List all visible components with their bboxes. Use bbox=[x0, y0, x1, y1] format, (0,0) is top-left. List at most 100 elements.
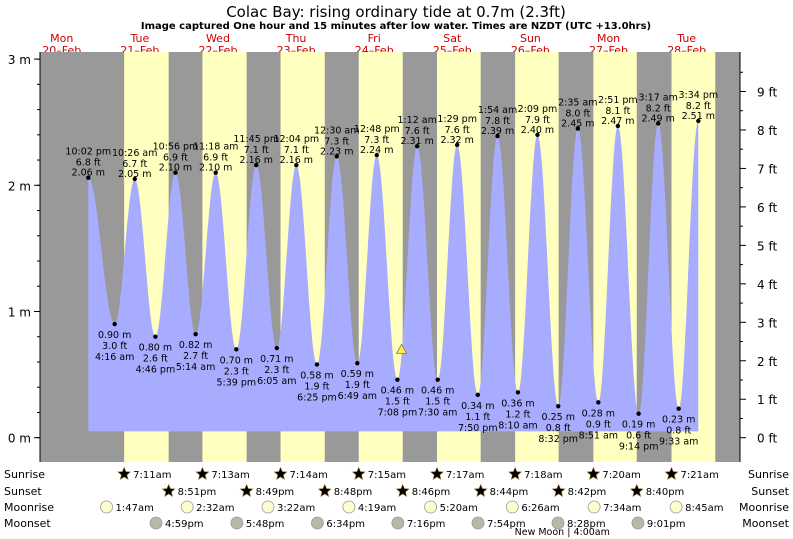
sunset-icon bbox=[473, 483, 488, 497]
moonset-icon bbox=[391, 516, 405, 530]
high-tide-dot bbox=[696, 118, 701, 124]
high-tide-metres: 2.47 m bbox=[601, 116, 634, 127]
moonrise-time: 8:45am bbox=[685, 503, 723, 514]
tide-markers: 10:02 pm6.8 ft2.06 m 0.90 m3.0 ft4:16 am 1… bbox=[65, 90, 718, 453]
sunrise-time: 7:14am bbox=[290, 470, 328, 481]
low-tide-feet: 1.5 ft bbox=[425, 397, 450, 408]
sunset-icon bbox=[395, 483, 410, 497]
high-tide-metres: 2.23 m bbox=[320, 146, 353, 157]
low-tide-feet: 1.2 ft bbox=[505, 409, 530, 420]
low-tide-time: 6:25 pm bbox=[297, 393, 337, 404]
moonrise-time: 4:19am bbox=[358, 503, 396, 514]
high-tide-feet: 7.9 ft bbox=[525, 115, 550, 126]
left-tick-label: 3 m bbox=[8, 53, 31, 67]
high-tide-feet: 7.3 ft bbox=[324, 136, 349, 147]
new-moon-label: New Moon | 4:00am bbox=[515, 527, 610, 538]
high-tide-feet: 7.6 ft bbox=[405, 126, 430, 137]
high-tide-time: 10:26 am bbox=[112, 148, 157, 159]
day-name-label: Tue bbox=[676, 32, 696, 45]
sunrise-icon bbox=[664, 466, 679, 480]
sunrise-icon bbox=[195, 466, 210, 480]
high-tide-feet: 7.3 ft bbox=[364, 135, 389, 146]
sunrise-time: 7:17am bbox=[446, 470, 484, 481]
high-tide-dot bbox=[334, 154, 339, 159]
low-tide-feet: 0.9 ft bbox=[586, 419, 611, 430]
moonset-time: 7:54pm bbox=[487, 519, 526, 530]
low-tide-dot bbox=[234, 347, 239, 352]
moonrise-time: 5:20am bbox=[440, 503, 478, 514]
moonset-icon bbox=[230, 516, 244, 530]
high-tide-metres: 2.06 m bbox=[72, 168, 105, 179]
high-tide-time: 11:45 pm bbox=[233, 134, 279, 145]
moonset-icon bbox=[311, 516, 324, 530]
sunset-time: 8:42pm bbox=[568, 487, 607, 498]
low-tide-metres: 0.19 m bbox=[622, 420, 655, 431]
low-tide-metres: 0.71 m bbox=[260, 354, 293, 365]
low-tide-metres: 0.25 m bbox=[542, 412, 575, 423]
sunrise-time: 7:21am bbox=[681, 470, 719, 481]
sunrise-icon bbox=[430, 466, 444, 480]
sunset-icon bbox=[629, 483, 644, 497]
chart-title: Colac Bay: rising ordinary tide at 0.7m … bbox=[226, 3, 566, 21]
row-label-left: Moonset bbox=[4, 517, 51, 530]
moonrise-icon bbox=[424, 500, 438, 514]
left-tick-label: 2 m bbox=[8, 179, 31, 193]
low-tide-feet: 1.1 ft bbox=[465, 412, 490, 423]
high-tide-dot bbox=[132, 176, 137, 182]
low-tide-metres: 0.82 m bbox=[179, 340, 212, 351]
moonrise-time: 2:32am bbox=[196, 503, 234, 514]
high-tide-feet: 6.8 ft bbox=[76, 158, 101, 169]
row-label-right: Moonrise bbox=[739, 501, 789, 514]
axes: 0 m 1 m 2 m 3 m 0 ft 1 ft 2 ft 3 ft 4 ft 5 ft 6 ft… bbox=[8, 52, 777, 462]
moonset-icon bbox=[631, 516, 645, 530]
high-tide-dot bbox=[374, 152, 379, 158]
high-tide-time: 11:18 am bbox=[193, 142, 238, 153]
low-tide-metres: 0.90 m bbox=[98, 330, 131, 341]
high-tide-feet: 6.9 ft bbox=[163, 153, 188, 164]
low-tide-dot bbox=[274, 345, 279, 351]
moonset-time: 9:01pm bbox=[647, 519, 686, 530]
high-tide-metres: 2.45 m bbox=[561, 119, 594, 130]
low-tide-feet: 2.6 ft bbox=[143, 354, 168, 365]
moonrise-icon bbox=[505, 500, 519, 514]
moonrise-time: 7:34am bbox=[603, 503, 641, 514]
day-name-label: Mon bbox=[597, 32, 620, 45]
low-tide-dot bbox=[193, 332, 198, 337]
high-tide-metres: 2.40 m bbox=[521, 125, 554, 136]
high-tide-time: 10:02 pm bbox=[65, 147, 111, 158]
low-tide-metres: 0.46 m bbox=[381, 386, 414, 397]
low-tide-time: 7:50 pm bbox=[458, 423, 498, 434]
sunset-icon bbox=[551, 483, 566, 497]
right-tick-label: 5 ft bbox=[757, 239, 777, 253]
high-tide-feet: 7.1 ft bbox=[284, 145, 309, 156]
high-tide-metres: 2.24 m bbox=[360, 145, 393, 156]
low-tide-dot bbox=[435, 377, 440, 382]
right-tick-label: 4 ft bbox=[757, 278, 777, 292]
row-label-right: Moonset bbox=[742, 517, 789, 530]
sunrise-time: 7:13am bbox=[211, 470, 249, 481]
right-tick-label: 2 ft bbox=[757, 355, 777, 369]
current-tide-marker bbox=[395, 343, 408, 354]
high-tide-dot bbox=[575, 126, 581, 131]
low-tide-dot bbox=[596, 400, 601, 405]
moonrise-icon bbox=[669, 500, 683, 514]
day-name-label: Wed bbox=[206, 32, 230, 45]
moonrise-icon bbox=[342, 500, 356, 514]
sunset-icon bbox=[239, 483, 254, 497]
low-tide-feet: 1.9 ft bbox=[345, 380, 370, 391]
high-tide-feet: 8.2 ft bbox=[686, 101, 711, 112]
row-label-left: Sunrise bbox=[4, 468, 45, 481]
day-name-label: Tue bbox=[129, 32, 149, 45]
moonrise-time: 6:26am bbox=[521, 503, 559, 514]
high-tide-metres: 2.16 m bbox=[280, 155, 313, 166]
low-tide-dot bbox=[355, 361, 360, 366]
low-tide-feet: 0.6 ft bbox=[626, 431, 651, 442]
low-tide-dot bbox=[676, 406, 681, 411]
left-tick-label: 1 m bbox=[8, 306, 31, 320]
sunrise-time: 7:11am bbox=[133, 470, 171, 481]
low-tide-time: 6:05 am bbox=[257, 376, 296, 387]
sunset-time: 8:40pm bbox=[646, 487, 685, 498]
high-tide-feet: 8.2 ft bbox=[646, 103, 671, 114]
high-tide-metres: 2.31 m bbox=[400, 136, 433, 147]
high-tide-dot bbox=[173, 170, 178, 175]
